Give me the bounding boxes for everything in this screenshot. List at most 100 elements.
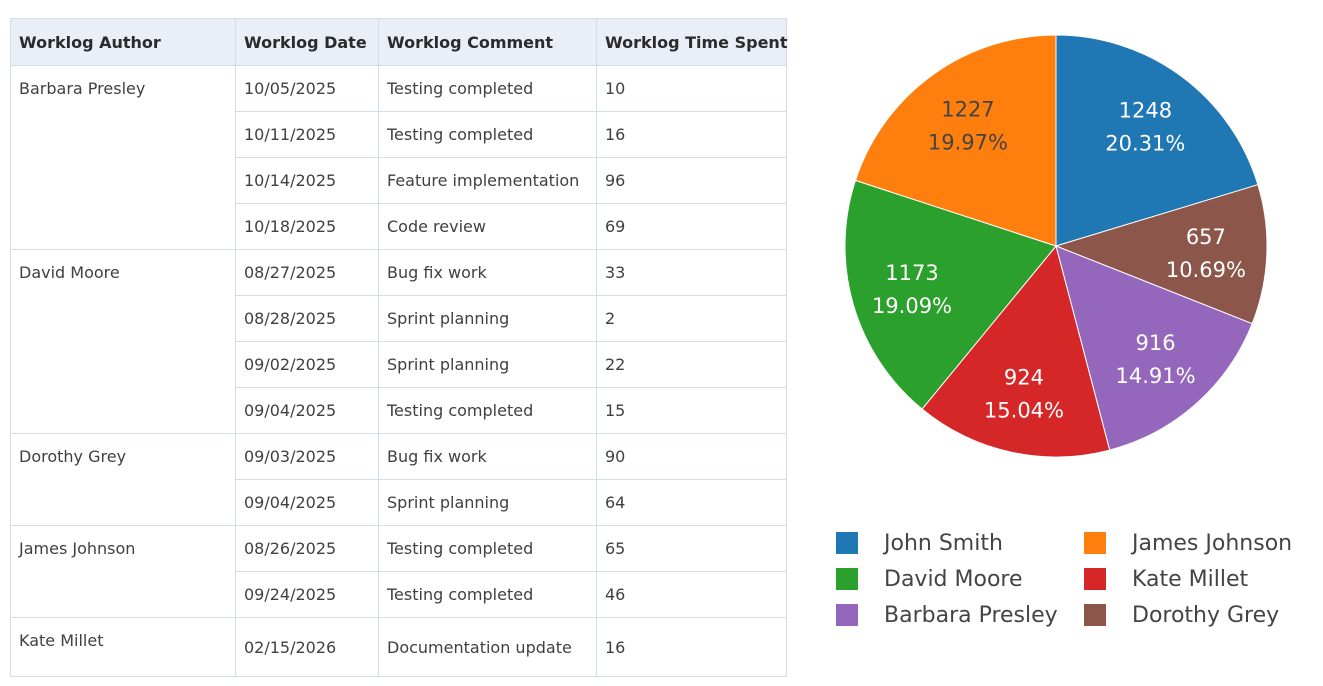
- table-row: 08/28/2025 Sprint planning 2: [11, 295, 787, 342]
- slice-percent-label: 10.69%: [1166, 258, 1246, 282]
- pie-slice-james-johnson[interactable]: [854, 34, 1057, 247]
- legend-swatch: [1084, 604, 1106, 626]
- comment-cell: Testing completed: [378, 387, 597, 434]
- legend-item[interactable]: Kate Millet: [1084, 566, 1316, 592]
- author-cell: Dorothy Grey: [10, 433, 236, 526]
- legend-label: James Johnson: [1132, 530, 1293, 556]
- legend-swatch: [836, 604, 858, 626]
- table-row: David Moore 08/27/2025 Bug fix work 33: [10, 249, 787, 434]
- comment-cell: Feature implementation: [378, 157, 597, 204]
- table-row: 10/14/2025 Feature implementation 96: [11, 157, 787, 204]
- comment-cell: Testing completed: [378, 525, 597, 572]
- slice-percent-label: 20.31%: [1105, 132, 1185, 156]
- time-spent-cell: 10: [596, 65, 787, 112]
- table-row: 09/04/2025 Testing completed 15: [11, 387, 787, 434]
- pie-slice-label: 1227 19.97%: [928, 98, 1008, 155]
- legend-swatch: [836, 532, 858, 554]
- legend-label: Kate Millet: [1132, 566, 1249, 592]
- date-cell: 02/15/2026: [235, 617, 379, 677]
- legend-swatch: [836, 568, 858, 590]
- date-cell: 09/04/2025: [235, 479, 379, 526]
- table-row: Barbara Presley 10/05/2025 Testing compl…: [10, 65, 787, 250]
- date-cell: 10/14/2025: [235, 157, 379, 204]
- slice-value-label: 1227: [941, 98, 994, 122]
- table-row: Dorothy Grey 09/03/2025 Bug fix work 90: [10, 433, 787, 526]
- time-spent-cell: 46: [596, 571, 787, 618]
- comment-cell: Sprint planning: [378, 341, 597, 388]
- comment-cell: Sprint planning: [378, 295, 597, 342]
- date-cell: 10/18/2025: [235, 203, 379, 250]
- pie-slice-label: 916 14.91%: [1115, 331, 1195, 388]
- pie-slice-barbara-presley[interactable]: [1055, 245, 1253, 451]
- comment-cell: Testing completed: [378, 65, 597, 112]
- author-cell: Kate Millet: [10, 617, 236, 677]
- slice-percent-label: 19.97%: [928, 131, 1008, 155]
- date-cell: 08/27/2025: [235, 249, 379, 296]
- legend-swatch: [1084, 568, 1106, 590]
- pie-slice-david-moore[interactable]: [844, 179, 1057, 410]
- column-header-comment[interactable]: Worklog Comment: [378, 18, 597, 66]
- table-row: Kate Millet 02/15/2026 Documentation upd…: [10, 617, 787, 677]
- column-header-time-spent[interactable]: Worklog Time Spent: [596, 18, 787, 66]
- column-header-date[interactable]: Worklog Date: [235, 18, 379, 66]
- comment-cell: Bug fix work: [378, 433, 597, 480]
- table-header-row: Worklog Author Worklog Date Worklog Comm…: [10, 18, 787, 66]
- slice-value-label: 1173: [885, 261, 938, 285]
- date-cell: 10/11/2025: [235, 111, 379, 158]
- pie-chart: 1248 20.31% 657 10.69% 916 14.91% 924 15.04% 117…: [844, 34, 1268, 458]
- legend-label: David Moore: [884, 566, 1023, 592]
- comment-cell: Documentation update: [378, 617, 597, 677]
- author-cell: James Johnson: [10, 525, 236, 618]
- legend-item[interactable]: David Moore: [836, 566, 1084, 592]
- time-spent-cell: 69: [596, 203, 787, 250]
- slice-value-label: 916: [1135, 331, 1175, 355]
- pie-slice-dorothy-grey[interactable]: [1054, 184, 1268, 325]
- comment-cell: Sprint planning: [378, 479, 597, 526]
- time-spent-cell: 64: [596, 479, 787, 526]
- chart-legend: John Smith James Johnson David Moore Kat…: [836, 530, 1316, 628]
- comment-cell: Testing completed: [378, 111, 597, 158]
- slice-percent-label: 15.04%: [984, 399, 1064, 423]
- time-spent-cell: 33: [596, 249, 787, 296]
- time-spent-cell: 22: [596, 341, 787, 388]
- slice-value-label: 657: [1186, 225, 1226, 249]
- pie-slice-label: 657 10.69%: [1166, 225, 1246, 282]
- time-spent-cell: 16: [596, 111, 787, 158]
- comment-cell: Testing completed: [378, 571, 597, 618]
- column-header-author[interactable]: Worklog Author: [10, 18, 236, 66]
- date-cell: 09/03/2025: [235, 433, 379, 480]
- date-cell: 09/24/2025: [235, 571, 379, 618]
- pie-slice-john-smith[interactable]: [1055, 34, 1259, 247]
- pie-slice-label: 1173 19.09%: [872, 261, 952, 318]
- time-spent-cell: 90: [596, 433, 787, 480]
- slice-value-label: 1248: [1119, 99, 1172, 123]
- legend-item[interactable]: Barbara Presley: [836, 602, 1084, 628]
- legend-label: Barbara Presley: [884, 602, 1058, 628]
- date-cell: 10/05/2025: [235, 65, 379, 112]
- time-spent-cell: 65: [596, 525, 787, 572]
- date-cell: 09/04/2025: [235, 387, 379, 434]
- pie-slice-kate-millet[interactable]: [921, 244, 1111, 458]
- date-cell: 09/02/2025: [235, 341, 379, 388]
- legend-item[interactable]: James Johnson: [1084, 530, 1316, 556]
- slice-value-label: 924: [1004, 366, 1044, 390]
- slice-percent-label: 19.09%: [872, 294, 952, 318]
- date-cell: 08/26/2025: [235, 525, 379, 572]
- author-cell: David Moore: [10, 249, 236, 434]
- pie-slice-label: 1248 20.31%: [1105, 99, 1185, 156]
- time-spent-cell: 2: [596, 295, 787, 342]
- legend-swatch: [1084, 532, 1106, 554]
- table-row: 10/11/2025 Testing completed 16: [11, 111, 787, 158]
- legend-item[interactable]: Dorothy Grey: [1084, 602, 1316, 628]
- legend-item[interactable]: John Smith: [836, 530, 1084, 556]
- table-row: James Johnson 08/26/2025 Testing complet…: [10, 525, 787, 618]
- worklog-table: Worklog Author Worklog Date Worklog Comm…: [10, 18, 787, 677]
- comment-cell: Bug fix work: [378, 249, 597, 296]
- legend-label: Dorothy Grey: [1132, 602, 1280, 628]
- date-cell: 08/28/2025: [235, 295, 379, 342]
- comment-cell: Code review: [378, 203, 597, 250]
- slice-percent-label: 14.91%: [1115, 364, 1195, 388]
- time-spent-cell: 96: [596, 157, 787, 204]
- time-spent-cell: 16: [596, 617, 787, 677]
- legend-label: John Smith: [884, 530, 1003, 556]
